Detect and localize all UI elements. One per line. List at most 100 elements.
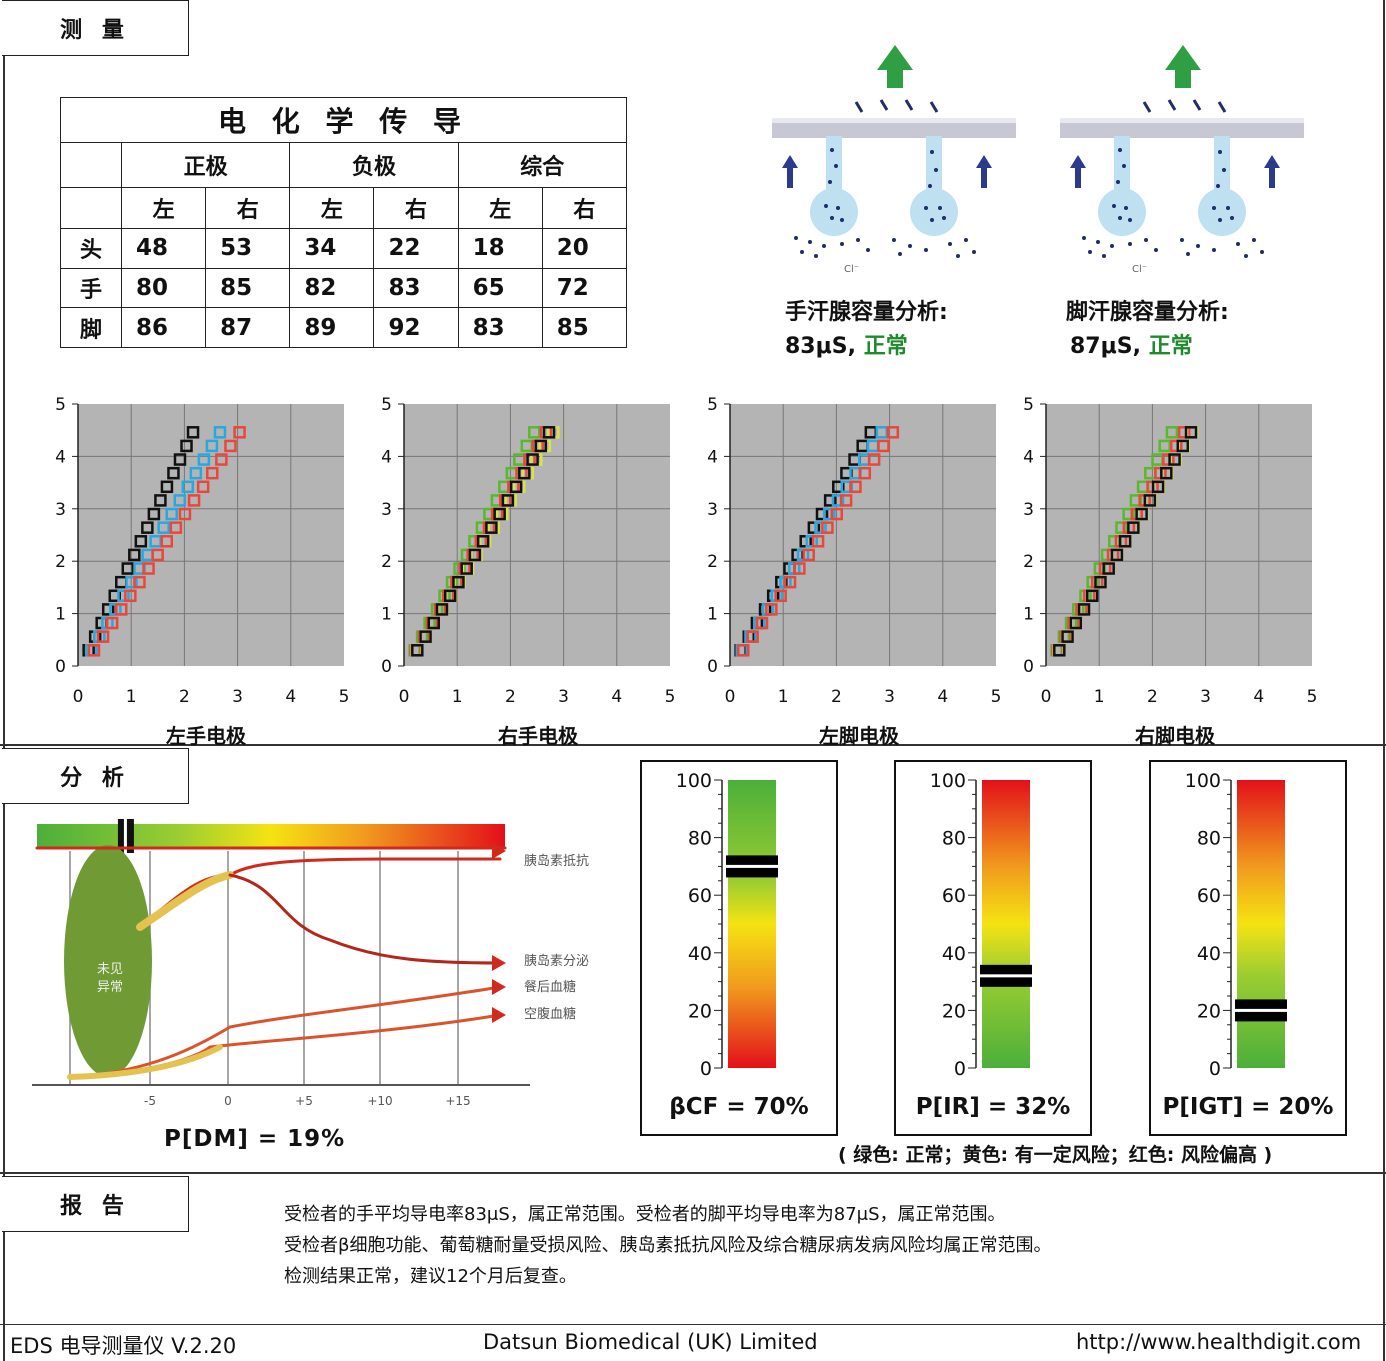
x-tick-label: 1 bbox=[126, 687, 137, 707]
data-point bbox=[886, 426, 900, 439]
x-tick-label: 1 bbox=[778, 687, 789, 707]
row-header: 脚 bbox=[60, 307, 122, 348]
data-point bbox=[181, 480, 195, 494]
table-cell: 65 bbox=[457, 267, 543, 309]
y-tick-label: 4 bbox=[55, 447, 66, 467]
gauge-insulin-resistance: 0 20 40 60 80 100 P[IR] = 32% bbox=[894, 760, 1092, 1136]
data-point bbox=[802, 548, 815, 562]
chart-title: 左脚电极 bbox=[819, 724, 899, 748]
data-point bbox=[196, 480, 210, 494]
y-tick-label: 3 bbox=[381, 500, 392, 520]
arrow-up-icon bbox=[782, 155, 992, 188]
data-point bbox=[805, 535, 818, 548]
data-point bbox=[169, 521, 183, 534]
data-point bbox=[526, 453, 539, 466]
gauge-marker-line bbox=[726, 864, 778, 868]
data-point bbox=[1077, 603, 1091, 616]
table-cell: 87 bbox=[205, 307, 291, 348]
x-tick-label: 4 bbox=[1253, 687, 1264, 707]
arrow-up-icon bbox=[1070, 155, 1280, 188]
x-tick-label: 5 bbox=[339, 687, 350, 707]
section-tab-measure: 测 量 bbox=[2, 0, 189, 56]
gauge-tick-label: 100 bbox=[1185, 770, 1221, 792]
y-tick-label: 5 bbox=[1023, 395, 1034, 415]
data-point bbox=[823, 494, 837, 507]
hand-gland-label: 手汗腺容量分析: bbox=[785, 300, 948, 325]
gauge-tick-label: 60 bbox=[1197, 885, 1221, 907]
y-tick-label: 1 bbox=[55, 605, 66, 625]
x-tick-label: 0 bbox=[1041, 687, 1052, 707]
y-tick-label: 4 bbox=[707, 447, 718, 467]
y-tick-label: 2 bbox=[55, 552, 66, 572]
table-cell: 20 bbox=[541, 228, 628, 269]
report-text: 检测结果正常，建议12个月后复查。 bbox=[284, 1266, 577, 1287]
data-point bbox=[1160, 466, 1173, 480]
gauge-bar bbox=[728, 780, 776, 1068]
data-point bbox=[411, 644, 424, 657]
x-tick-label: 0 bbox=[399, 687, 410, 707]
report-text: 受检者的手平均导电率83μS，属正常范围。受检者的脚平均导电率为87μS，属正常… bbox=[284, 1204, 1006, 1225]
arrow-up-icon bbox=[1165, 45, 1201, 88]
curve-label: 餐后血糖 bbox=[524, 979, 576, 995]
data-point bbox=[528, 426, 541, 439]
x-tick-label: 1 bbox=[1094, 687, 1105, 707]
side-header: 左 bbox=[289, 187, 375, 229]
data-point bbox=[1053, 644, 1066, 657]
data-point bbox=[476, 535, 490, 548]
data-point bbox=[1094, 575, 1107, 589]
data-point bbox=[1184, 426, 1198, 439]
row-header: 头 bbox=[60, 228, 122, 269]
table-cell: 82 bbox=[289, 267, 375, 309]
y-tick-label: 5 bbox=[381, 395, 392, 415]
data-point bbox=[1122, 507, 1135, 521]
data-point bbox=[867, 453, 881, 466]
data-point bbox=[832, 480, 845, 494]
electrode-chart-right-foot: 00 1 1 2 2 3 3 4 4 5 5 bbox=[1023, 395, 1317, 707]
hand-gland-value: 83μS, bbox=[785, 334, 857, 359]
data-point bbox=[774, 589, 787, 603]
y-tick-label: 1 bbox=[707, 605, 718, 625]
x-tick-label: 3 bbox=[558, 687, 569, 707]
gauge-bar bbox=[982, 780, 1030, 1068]
data-point bbox=[142, 562, 155, 575]
x-tick-label: 2 bbox=[831, 687, 842, 707]
y-tick-label: 3 bbox=[1023, 500, 1034, 520]
data-point bbox=[173, 453, 187, 466]
timeline-tick: +5 bbox=[295, 1094, 313, 1108]
hand-gland-result: 手汗腺容量分析: 83μS, 正常 bbox=[785, 296, 948, 364]
data-point bbox=[755, 616, 769, 630]
y-tick-label: 1 bbox=[1023, 605, 1034, 625]
y-tick-label: 0 bbox=[55, 657, 66, 677]
table-cell: 34 bbox=[289, 228, 375, 269]
ion-label: Cl⁻ bbox=[1132, 264, 1147, 275]
data-point bbox=[830, 507, 844, 521]
data-point bbox=[821, 521, 834, 534]
data-point bbox=[173, 494, 187, 507]
x-tick-label: 3 bbox=[232, 687, 243, 707]
table-cell: 85 bbox=[205, 267, 291, 309]
table-cell: 92 bbox=[373, 307, 459, 348]
data-point bbox=[133, 575, 146, 589]
data-point bbox=[180, 439, 193, 453]
data-point bbox=[840, 480, 854, 494]
gauge-tick-label: 40 bbox=[688, 943, 712, 965]
side-header: 右 bbox=[373, 187, 459, 229]
data-point bbox=[1177, 426, 1191, 439]
footer-company: Datsun Biomedical (UK) Limited bbox=[483, 1330, 818, 1354]
x-tick-label: 0 bbox=[725, 687, 736, 707]
gauge-tick-label: 20 bbox=[942, 1000, 966, 1022]
data-point bbox=[165, 507, 178, 521]
table-cell: 83 bbox=[457, 307, 543, 348]
chart-title: 左手电极 bbox=[166, 724, 246, 748]
data-point bbox=[534, 439, 548, 453]
data-point bbox=[783, 575, 797, 589]
x-tick-label: 4 bbox=[937, 687, 948, 707]
data-point bbox=[493, 507, 506, 521]
foot-gland-diagram: Cl⁻ bbox=[1060, 45, 1304, 275]
plot-area bbox=[78, 404, 344, 666]
table-cell: 22 bbox=[373, 228, 459, 269]
foot-gland-label: 脚汗腺容量分析: bbox=[1066, 300, 1229, 325]
y-tick-label: 2 bbox=[381, 552, 392, 572]
electrode-chart-right-hand: 00 1 1 2 2 3 3 4 4 5 5 bbox=[381, 395, 675, 707]
foot-gland-value: 87μS, bbox=[1070, 334, 1142, 359]
